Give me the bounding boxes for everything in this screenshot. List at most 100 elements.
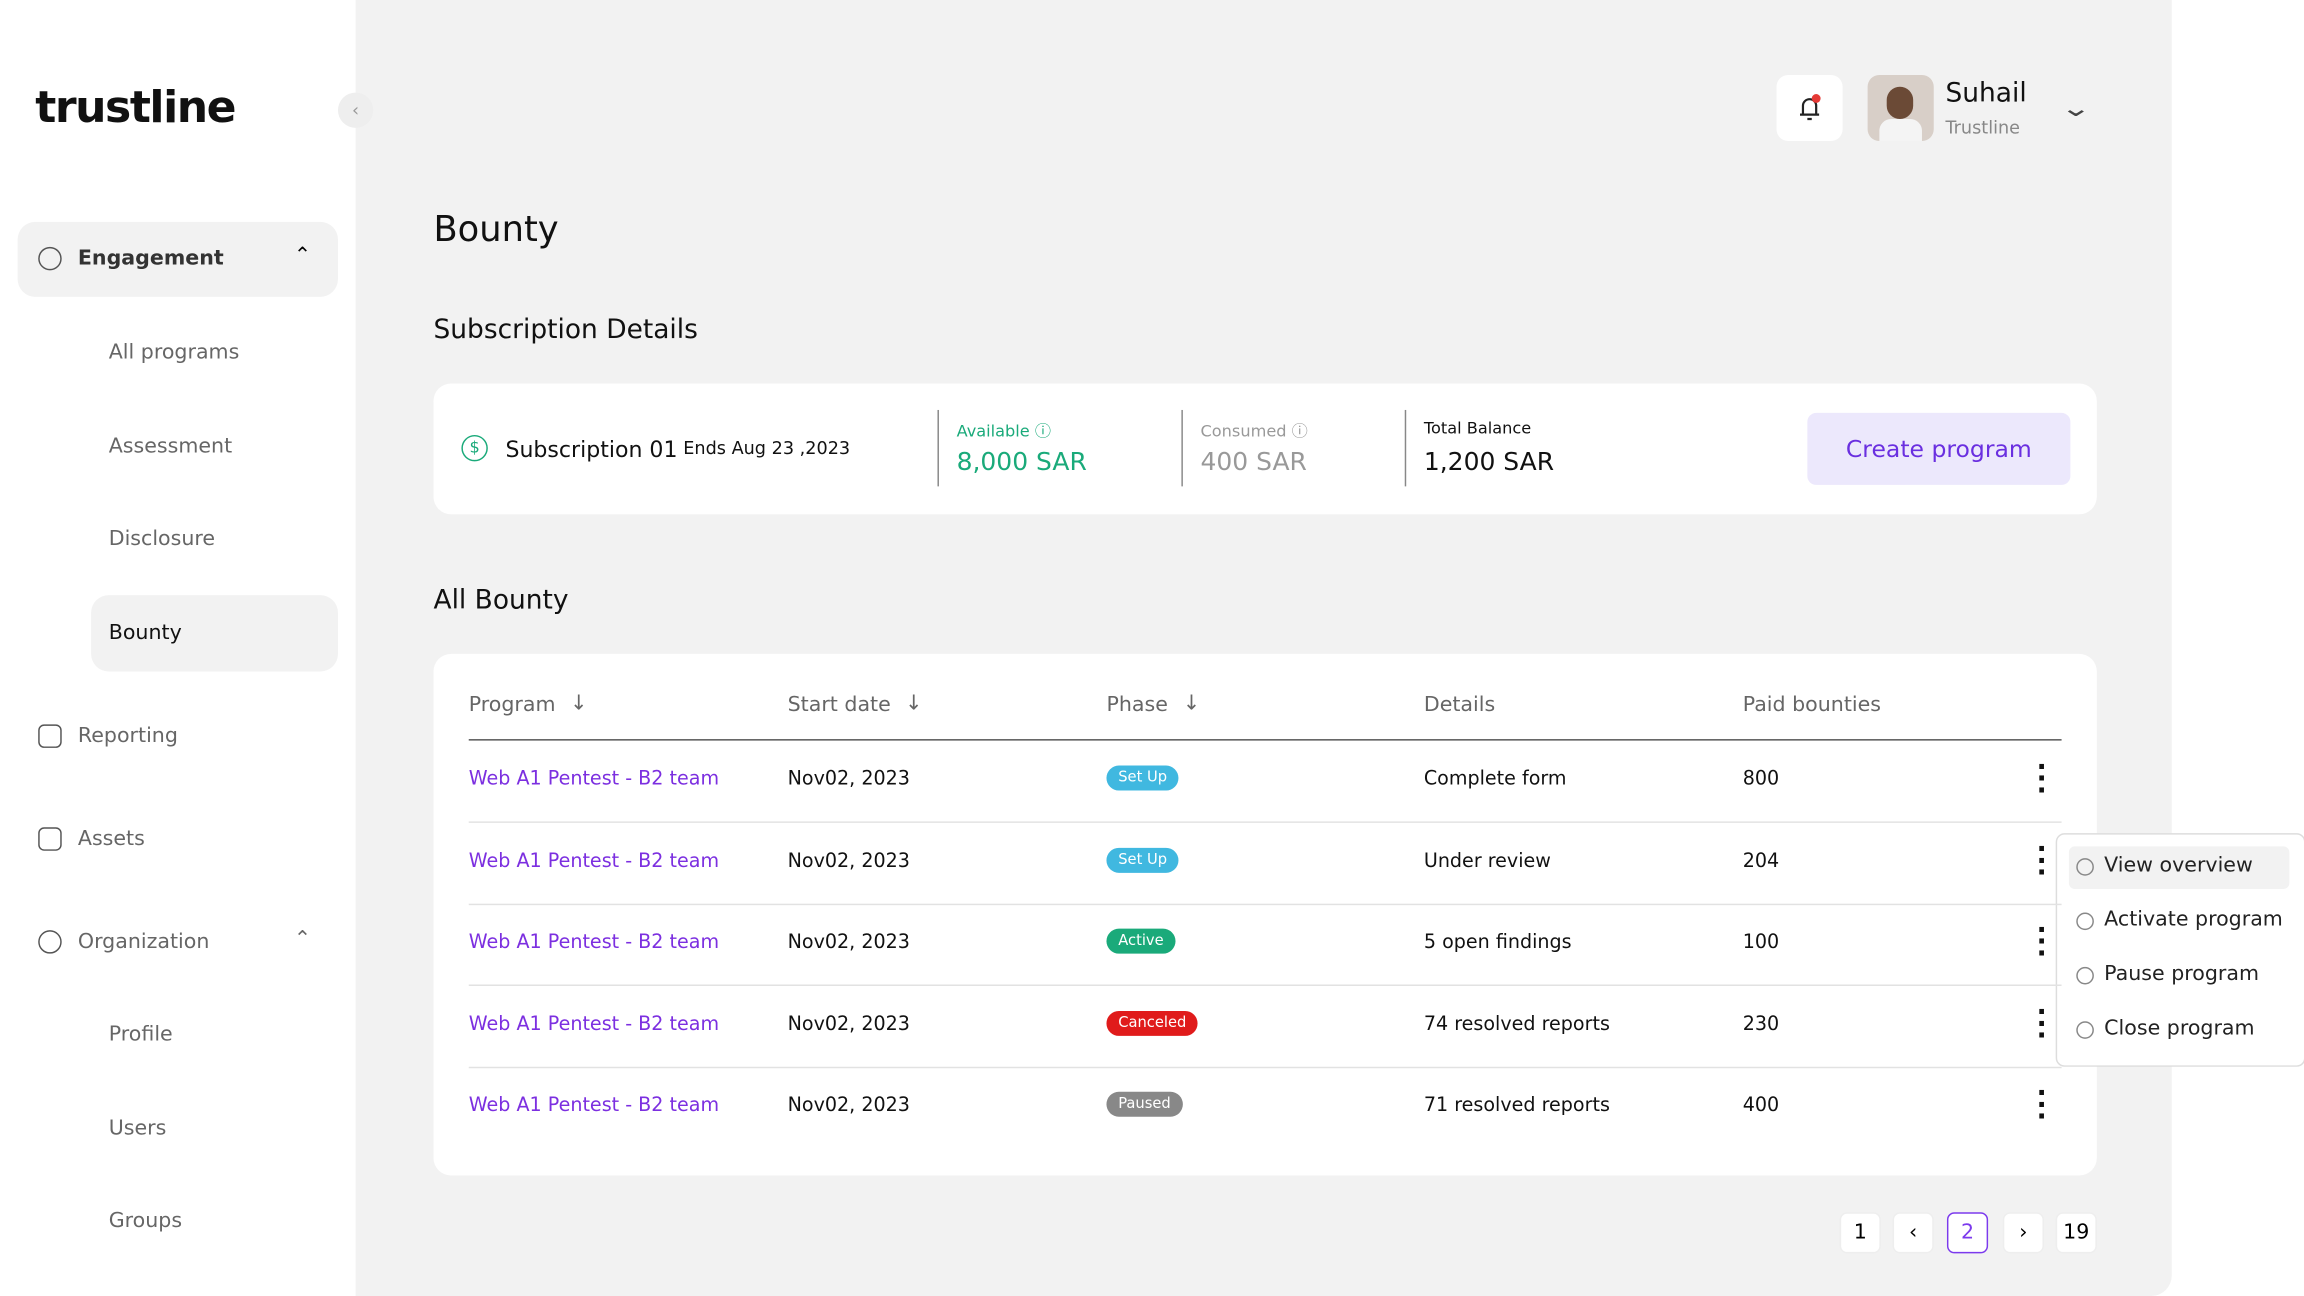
nav-item[interactable]: Disclosure (108, 527, 216, 552)
cell: Under review (1423, 850, 1551, 873)
row-menu[interactable]: · · · (2036, 834, 2047, 889)
icon (38, 246, 62, 271)
user-name: Suhail (1945, 77, 2027, 109)
stat-value: 400 SAR (1200, 448, 1307, 478)
context-menu (2055, 833, 2304, 1067)
avatar[interactable] (1867, 74, 1934, 142)
menu-icon (2076, 912, 2094, 931)
section-title: Subscription Details (433, 314, 698, 346)
page-button[interactable]: 19 (2055, 1212, 2097, 1254)
page-title: Bounty (433, 208, 559, 250)
prev-button[interactable]: ‹ (1892, 1212, 1934, 1254)
nav-item[interactable]: Profile (108, 1022, 173, 1047)
row-menu[interactable]: · · · (2036, 752, 2047, 807)
nav-item[interactable]: Groups (108, 1209, 183, 1233)
sort-icon[interactable]: ↓ (1182, 692, 1201, 716)
cell: Nov02, 2023 (787, 850, 910, 873)
column-header[interactable]: Program (468, 693, 556, 718)
column-header: Paid bounties (1742, 693, 1881, 718)
cell: Nov02, 2023 (787, 768, 910, 791)
logo[interactable]: trustline (35, 82, 236, 134)
sort-icon[interactable]: ↓ (570, 692, 588, 716)
subscription-name: Subscription 01 (505, 436, 678, 463)
menu-item[interactable]: Close program (2104, 1016, 2255, 1041)
nav-item[interactable]: All programs (108, 340, 240, 365)
divider (1404, 409, 1407, 487)
page-button[interactable]: 1 (1839, 1212, 1881, 1254)
nav-item[interactable]: Assessment (108, 434, 233, 459)
divider (937, 409, 939, 487)
phase-badge: Set Up (1106, 847, 1179, 873)
dropdown-chevron[interactable]: ⌄ (2060, 94, 2092, 122)
column-header: Details (1423, 693, 1496, 718)
page-button[interactable]: 2 (1946, 1212, 1989, 1254)
section-title: All Bounty (433, 584, 569, 616)
cell: 204 (1742, 850, 1780, 873)
divider (1181, 409, 1183, 487)
nav-item[interactable]: Bounty (108, 621, 182, 646)
icon (38, 827, 62, 851)
notification-button[interactable] (1776, 74, 1843, 142)
row-menu[interactable]: · · · (2036, 915, 2047, 970)
column-header[interactable]: Start date (787, 693, 891, 718)
chevron: ⌃ (293, 243, 312, 268)
chevron: ⌃ (293, 927, 312, 951)
program-link[interactable]: Web A1 Pentest - B2 team (468, 931, 720, 954)
menu-highlight (2068, 846, 2290, 889)
row-separator (468, 984, 2062, 986)
sort-icon[interactable]: ↓ (905, 692, 923, 716)
icon (38, 724, 62, 748)
column-header[interactable]: Phase (1106, 693, 1168, 718)
nav-item[interactable]: Assets (77, 827, 145, 851)
menu-item[interactable]: View overview (2104, 853, 2253, 878)
next-button[interactable]: › (2002, 1212, 2044, 1254)
row-separator (468, 1066, 2062, 1069)
active-item[interactable] (91, 595, 338, 672)
cell: Nov02, 2023 (787, 1094, 910, 1117)
menu-item[interactable]: Pause program (2104, 962, 2260, 986)
phase-badge: Set Up (1106, 765, 1179, 791)
cell: Nov02, 2023 (787, 1013, 910, 1036)
icon (38, 930, 62, 954)
row-menu[interactable]: · · · (2036, 1078, 2047, 1133)
program-link[interactable]: Web A1 Pentest - B2 team (468, 1013, 720, 1036)
nav-item[interactable]: Reporting (77, 724, 178, 748)
nav-item[interactable]: Users (108, 1116, 167, 1141)
program-link[interactable]: Web A1 Pentest - B2 team (468, 768, 720, 791)
subscription-ends: Ends Aug 23 ,2023 (683, 437, 851, 459)
cell: 5 open findings (1423, 931, 1572, 954)
table-card (433, 653, 2097, 1176)
menu-icon (2076, 966, 2094, 985)
phase-badge: Canceled (1106, 1010, 1199, 1036)
row-menu[interactable]: · · · (2036, 997, 2047, 1053)
program-link[interactable]: Web A1 Pentest - B2 team (468, 1094, 720, 1117)
cell: Nov02, 2023 (787, 931, 910, 954)
stat-label: Total Balance (1423, 418, 1532, 438)
program-link[interactable]: Web A1 Pentest - B2 team (468, 850, 720, 873)
user-org: Trustline (1945, 117, 2021, 139)
cell: Complete form (1423, 768, 1567, 791)
header-rule (468, 739, 2062, 741)
menu-icon (2076, 858, 2094, 876)
collapse-button[interactable]: ‹ (337, 92, 374, 128)
menu-item[interactable]: Activate program (2104, 908, 2283, 932)
nav-item[interactable]: Engagement (77, 246, 224, 271)
row-separator (468, 821, 2062, 823)
cell: 800 (1742, 768, 1780, 791)
cell: 400 (1742, 1094, 1780, 1117)
icon: $ (461, 434, 488, 462)
nav-group[interactable] (17, 221, 338, 297)
cell: 74 resolved reports (1423, 1013, 1610, 1036)
stat-label: Available ⓘ (956, 421, 1052, 441)
menu-icon (2076, 1021, 2094, 1039)
cell: 230 (1742, 1013, 1780, 1036)
bell-icon (1800, 94, 1821, 121)
cell: 100 (1742, 931, 1780, 954)
phase-badge: Active (1106, 928, 1176, 954)
nav-item[interactable]: Organization (77, 930, 210, 954)
create-button[interactable]: Create program (1807, 412, 2071, 485)
phase-badge: Paused (1106, 1091, 1183, 1117)
stat-value: 8,000 SAR (956, 448, 1087, 478)
